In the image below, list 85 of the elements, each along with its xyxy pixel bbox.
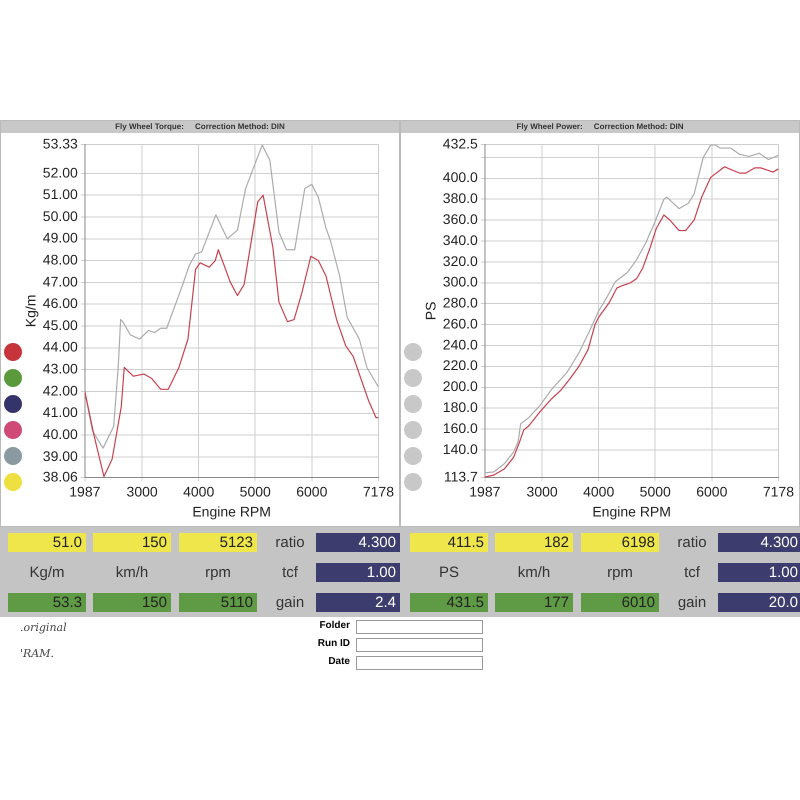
text: 'RAM. [20, 647, 54, 660]
y-tick-label: 42.00 [42, 382, 78, 398]
text: ratio [274, 533, 306, 552]
y-tick-label: 140.0 [442, 440, 478, 457]
text: 4.300 [718, 533, 800, 552]
y-tick-label: 220.0 [442, 357, 478, 374]
y-tick-label: 48.00 [42, 251, 78, 268]
y-tick-label: 41.00 [42, 404, 78, 420]
y-tick-label: 53.33 [42, 135, 78, 152]
y-axis-title: Kg/m [22, 294, 38, 328]
text: 411.5 [410, 533, 488, 552]
y-tick-label: 360.0 [442, 210, 478, 227]
y-tick-label: 40.00 [42, 426, 78, 442]
x-axis-title: Engine RPM [192, 503, 271, 520]
text: 5123 [179, 533, 257, 552]
text: tcf [281, 563, 299, 582]
y-tick-label: 260.0 [442, 315, 478, 332]
y-tick-label: 45.00 [42, 316, 78, 333]
y-tick-label: 240.0 [442, 336, 478, 352]
y-tick-label: 46.00 [42, 295, 78, 312]
y-tick-label: 50.00 [42, 208, 78, 224]
x-tick-label: 6000 [696, 484, 728, 500]
y-tick-label: 43.00 [42, 360, 78, 377]
y-tick-label: 280.0 [442, 294, 478, 311]
text: 431.5 [410, 593, 488, 612]
text: 150 [93, 593, 171, 612]
text: 1.00 [316, 563, 400, 582]
y-tick-label: 200.0 [442, 378, 478, 394]
text: gain [274, 593, 306, 612]
x-tick-label: 3000 [526, 484, 558, 500]
y-tick-label: 38.06 [42, 468, 78, 484]
text: 182 [495, 533, 573, 552]
x-tick-label: 1987 [469, 484, 501, 500]
y-tick-label: 113.7 [444, 468, 478, 484]
y-tick-label: 300.0 [442, 274, 478, 290]
y-tick-label: 44.00 [42, 338, 78, 355]
text: Run ID [316, 638, 350, 649]
x-tick-label: 4000 [183, 484, 214, 500]
x-tick-label: 5000 [640, 484, 672, 500]
x-tick-label: 7178 [362, 484, 394, 500]
x-tick-label: 1987 [69, 484, 101, 500]
x-tick-label: 7178 [762, 484, 794, 500]
text: 5110 [179, 593, 257, 612]
x-axis-title: Engine RPM [592, 503, 671, 520]
y-tick-label: 39.00 [42, 448, 78, 464]
text: Kg/m [28, 563, 66, 582]
x-tick-label: 4000 [583, 484, 614, 500]
text: 20.0 [718, 593, 800, 612]
text: Date [327, 656, 350, 667]
text: Folder [318, 620, 350, 631]
text: 53.3 [8, 593, 86, 612]
y-tick-label: 400.0 [442, 169, 478, 186]
x-tick-label: 5000 [240, 484, 272, 500]
text: km/h [114, 563, 150, 582]
text: ratio [676, 533, 708, 552]
text: km/h [516, 563, 552, 582]
text: 51.0 [8, 533, 86, 552]
text: 177 [495, 593, 573, 612]
chart-subtitle: Fly Wheel Power: Correction Method: DIN [401, 121, 799, 133]
text: gain [676, 593, 708, 612]
x-tick-label: 6000 [296, 484, 328, 500]
y-tick-label: 320.0 [442, 252, 478, 269]
text: 2.4 [316, 593, 400, 612]
y-tick-label: 432.5 [442, 135, 478, 152]
text: 6198 [581, 533, 659, 552]
y-tick-label: 160.0 [442, 420, 478, 436]
y-tick-label: 180.0 [442, 399, 478, 416]
text: 6010 [581, 593, 659, 612]
text: .original [20, 621, 67, 634]
y-tick-label: 47.00 [42, 273, 78, 290]
text: tcf [683, 563, 701, 582]
text: PS [438, 563, 460, 582]
text: 1.00 [718, 563, 800, 582]
text: 4.300 [316, 533, 400, 552]
text: rpm [606, 563, 634, 582]
chart-subtitle: Fly Wheel Torque: Correction Method: DIN [1, 121, 399, 133]
y-axis-title: PS [422, 302, 438, 320]
y-tick-label: 49.00 [42, 230, 78, 246]
y-tick-label: 380.0 [442, 190, 478, 206]
y-tick-label: 340.0 [442, 232, 478, 248]
y-tick-label: 52.00 [42, 164, 78, 180]
text: 150 [93, 533, 171, 552]
x-tick-label: 3000 [126, 484, 158, 500]
y-tick-label: 51.00 [42, 186, 78, 202]
text: rpm [204, 563, 232, 582]
